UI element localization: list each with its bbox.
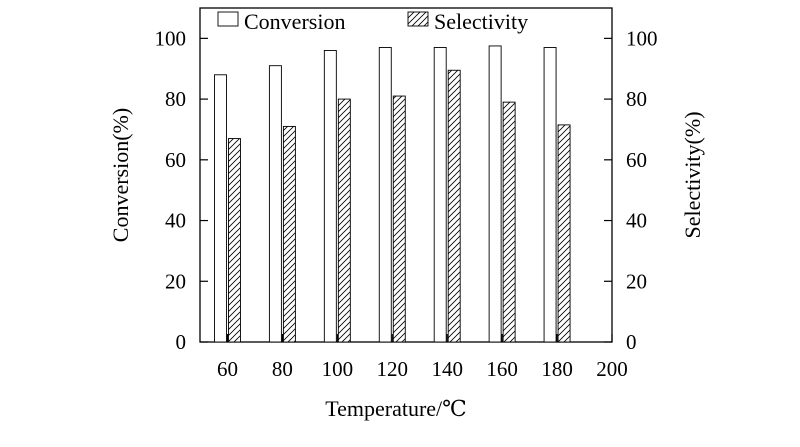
- y-tick-label-100: 100: [155, 26, 187, 50]
- x-tick-label-120: 120: [377, 357, 409, 381]
- y2-axis-label: Selectivity(%): [680, 111, 705, 238]
- legend-swatch-selectivity: [407, 11, 429, 27]
- x-tick-label-80: 80: [272, 357, 293, 381]
- y-tick-label-60: 60: [165, 148, 186, 172]
- selectivity-bar-80: [282, 125, 296, 343]
- y-tick-label-0: 0: [176, 330, 187, 354]
- conversion-bar-160: [488, 45, 502, 343]
- conversion-bar-100: [323, 50, 337, 343]
- y2-tick-label-60: 60: [626, 148, 647, 172]
- x-tick-label-200: 200: [596, 357, 628, 381]
- conversion-bar-120: [378, 47, 392, 343]
- legend: Conversion Selectivity: [217, 9, 528, 34]
- legend-swatch-conversion: [217, 11, 239, 27]
- y2-tick-label-80: 80: [626, 87, 647, 111]
- legend-label-conversion: Conversion: [244, 9, 345, 34]
- x-axis-label: Temperature/℃: [325, 396, 467, 421]
- conversion-bar-60: [214, 74, 227, 343]
- x-tick-label-60: 60: [217, 357, 238, 381]
- y-tick-label-80: 80: [165, 87, 186, 111]
- bars-layer: [214, 45, 571, 343]
- conversion-bar-80: [268, 65, 282, 343]
- y2-tick-label-20: 20: [626, 269, 647, 293]
- x-tick-label-140: 140: [431, 357, 463, 381]
- x-tick-label-100: 100: [322, 357, 354, 381]
- plot-area-frame: [199, 7, 613, 343]
- x-tick-label-180: 180: [541, 357, 573, 381]
- y-tick-label-40: 40: [165, 209, 186, 233]
- y2-tick-label-100: 100: [626, 26, 658, 50]
- y-tick-label-20: 20: [165, 269, 186, 293]
- conversion-bar-180: [543, 47, 557, 343]
- legend-label-selectivity: Selectivity: [434, 9, 528, 34]
- selectivity-bar-140: [447, 69, 461, 343]
- axes-layer: 60 80 100 120 140 160 180 200 0 20 40 60 80 100 0 20 40 6…: [108, 26, 705, 421]
- selectivity-bar-160: [502, 101, 516, 343]
- selectivity-bar-120: [392, 95, 406, 343]
- x-tick-label-160: 160: [486, 357, 518, 381]
- y-axis-label: Conversion(%): [108, 108, 133, 242]
- y2-tick-label-0: 0: [626, 330, 637, 354]
- y2-tick-label-40: 40: [626, 209, 647, 233]
- selectivity-bar-180: [557, 124, 571, 343]
- selectivity-bar-60: [228, 138, 241, 343]
- selectivity-bar-100: [337, 98, 351, 343]
- conversion-bar-140: [433, 47, 447, 343]
